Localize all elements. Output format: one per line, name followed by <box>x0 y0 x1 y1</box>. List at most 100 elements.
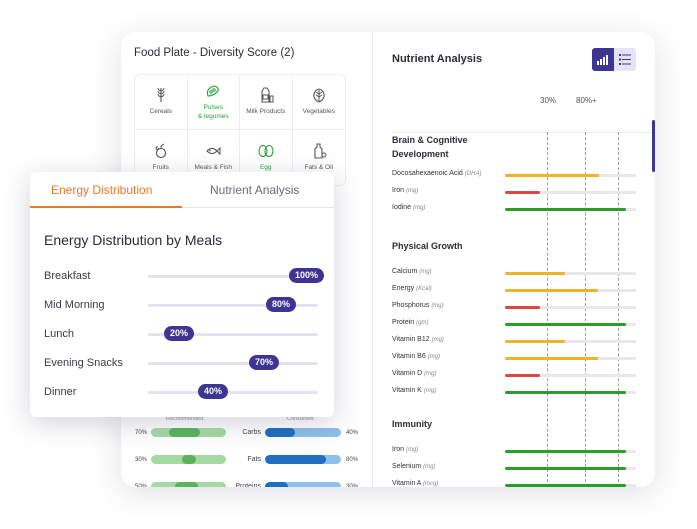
meal-bar <box>148 362 318 365</box>
nutrient-row: Calcium (mg) <box>392 267 655 279</box>
food-group-label: Fats & Oil <box>304 163 334 171</box>
nutrient-bar <box>505 289 636 292</box>
nutrient-name: Energy (Kcal) <box>392 285 432 292</box>
nutrient-bar-fill <box>505 340 566 343</box>
marker-30: 30% <box>540 96 557 105</box>
nutrient-unit: (DHA) <box>464 171 482 177</box>
recommended-bar <box>151 482 226 487</box>
food-group-vegetable[interactable]: Vegetables <box>292 75 345 130</box>
nutrient-name: Vitamin B12 (mg) <box>392 336 444 343</box>
consumed-percent: 30% <box>346 484 359 487</box>
food-group-fruit[interactable]: Fruits <box>135 130 188 185</box>
macro-row: 70% Carbs 40% <box>121 428 373 440</box>
active-tab-indicator <box>30 206 182 208</box>
tab-energy-distribution[interactable]: Energy Distribution <box>51 183 153 197</box>
consumed-percent: 80% <box>346 457 359 463</box>
meal-name: Mid Morning <box>44 299 105 311</box>
meal-bar-fill <box>148 275 318 278</box>
oil-icon <box>311 143 327 159</box>
meal-bar-fill <box>148 362 267 365</box>
recommended-heading: Recommended <box>166 416 204 422</box>
meal-percent-badge: 40% <box>197 384 229 399</box>
nutrient-bar <box>505 323 636 326</box>
nutrient-bar <box>505 484 636 487</box>
tab-nutrient-analysis[interactable]: Nutrient Analysis <box>210 183 300 197</box>
divider <box>392 132 655 133</box>
nutrient-row: Protein (gm) <box>392 318 655 330</box>
nutrient-row: Vitamin D (mg) <box>392 369 655 381</box>
meal-name: Breakfast <box>44 270 91 282</box>
consumed-heading: Consumed <box>287 416 314 422</box>
nutrient-label: Vitamin B6 <box>392 353 426 360</box>
food-group-egg[interactable]: Egg <box>240 130 293 185</box>
consumed-bar-fill <box>265 482 288 487</box>
food-group-oil[interactable]: Fats & Oil <box>293 130 346 185</box>
nutrient-bar-fill <box>505 306 541 309</box>
energy-distribution-title: Energy Distribution by Meals <box>44 232 223 248</box>
fish-icon <box>205 143 221 159</box>
list-icon <box>619 54 631 65</box>
macro-name: Fats <box>247 456 261 463</box>
meal-bar <box>148 275 318 278</box>
nutrient-row: Energy (Kcal) <box>392 284 655 296</box>
nutrient-bar-fill <box>505 208 626 211</box>
nutrient-unit: (mg) <box>419 269 432 275</box>
energy-distribution-card: Energy Distribution Nutrient Analysis En… <box>30 172 334 417</box>
nutrient-bar <box>505 208 636 211</box>
nutrient-label: Protein <box>392 319 415 326</box>
nutrient-label: Vitamin A <box>392 480 422 487</box>
marker-line-80 <box>585 132 586 487</box>
wheat-icon <box>153 87 169 103</box>
tab-bar: Energy Distribution Nutrient Analysis <box>30 172 334 208</box>
nutrient-row: Vitamin A (mcg) <box>392 479 655 487</box>
nutrient-bar <box>505 174 636 177</box>
marker-80: 80%+ <box>576 96 597 105</box>
nutrient-unit: (mg) <box>406 188 419 194</box>
nutrient-bar <box>505 272 636 275</box>
food-group-wheat[interactable]: Cereals <box>135 75 188 130</box>
nutrient-name: Vitamin A (mcg) <box>392 480 438 487</box>
meal-bar <box>148 391 318 394</box>
nutrient-bar <box>505 467 636 470</box>
nutrient-bar-fill <box>505 484 626 487</box>
list-view-button[interactable] <box>614 48 636 71</box>
fruit-icon <box>153 143 169 159</box>
food-group-milk[interactable]: Milk Products <box>240 75 293 130</box>
food-group-legumes[interactable]: Pulses & legumes <box>187 75 240 130</box>
recommended-percent: 30% <box>135 457 148 463</box>
nutrient-name: Iron (mg) <box>392 187 418 194</box>
marker-line-100 <box>618 132 619 487</box>
food-group-fish[interactable]: Meals & Fish <box>188 130 240 185</box>
nutrient-unit: (mg) <box>431 337 444 343</box>
nutrient-name: Vitamin D (mg) <box>392 370 437 377</box>
food-group-label: Egg <box>259 163 272 171</box>
nutrient-bar <box>505 191 636 194</box>
chart-view-button[interactable] <box>592 48 614 71</box>
nutrient-label: Vitamin K <box>392 387 422 394</box>
nutrient-analysis-title: Nutrient Analysis <box>392 53 483 65</box>
nutrient-unit: (mg) <box>427 354 441 360</box>
recommended-bar <box>151 455 226 464</box>
macro-row: 50% Proteins 30% <box>121 482 373 487</box>
meal-name: Lunch <box>44 328 74 340</box>
nutrient-unit: (gm) <box>416 320 429 326</box>
nutrient-bar-fill <box>505 289 598 292</box>
macro-name: Proteins <box>235 483 261 487</box>
nutrient-row: Phosphorus (mg) <box>392 301 655 313</box>
nutrient-row: Iron (mg) <box>392 186 655 198</box>
milk-icon <box>258 87 274 103</box>
nutrient-name: Iodine (mg) <box>392 204 425 211</box>
nutrient-row: Vitamin B6 (mg) <box>392 352 655 364</box>
consumed-percent: 40% <box>346 430 359 436</box>
nutrient-unit: (mg) <box>424 371 437 377</box>
consumed-bar <box>265 455 341 464</box>
meal-bar-fill <box>148 391 216 394</box>
nutrient-label: Iron <box>392 187 405 194</box>
food-group-label: Cereals <box>149 108 172 116</box>
nutrient-name: Vitamin K (mg) <box>392 387 436 394</box>
scrollbar-thumb[interactable] <box>652 120 655 172</box>
nutrient-bar-fill <box>505 323 626 326</box>
section-title: Brain & Cognitive Development <box>392 135 468 159</box>
marker-line-30 <box>547 132 548 487</box>
nutrient-label: Vitamin B12 <box>392 336 430 343</box>
